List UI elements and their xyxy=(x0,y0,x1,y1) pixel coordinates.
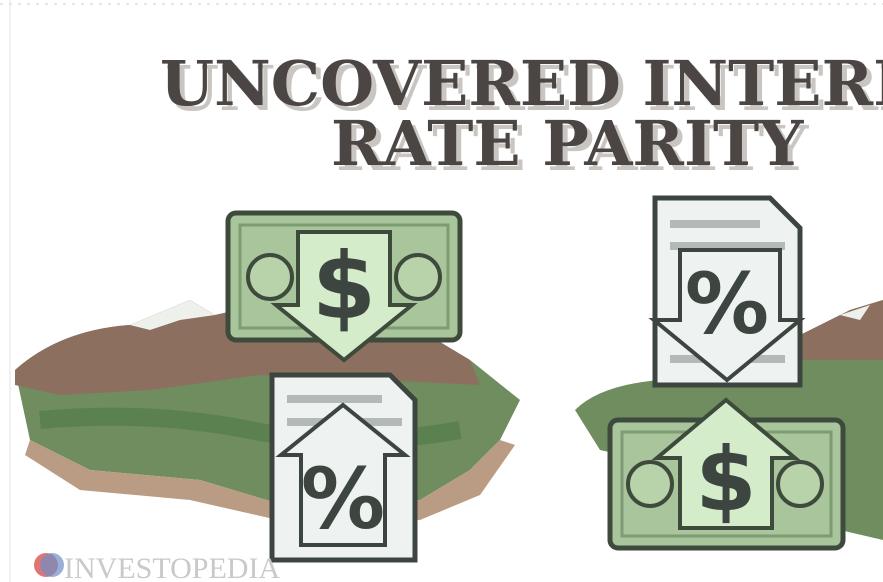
logo-text: INVESTOPEDIA xyxy=(64,552,280,582)
right-document: % xyxy=(654,198,800,385)
document-symbol: % xyxy=(301,450,385,548)
bill-symbol: $ xyxy=(312,233,376,340)
right-bill: $ xyxy=(610,400,843,548)
bill-symbol: $ xyxy=(695,428,756,531)
title-line-2: RATE PARITY xyxy=(331,107,804,180)
logo: INVESTOPEDIA xyxy=(34,552,280,582)
left-bill: $ xyxy=(228,213,460,360)
illustration: UNCOVERED INTERE UNCOVERED INTERE RATE P… xyxy=(0,0,883,582)
document-symbol: % xyxy=(685,255,769,353)
left-document: % xyxy=(272,375,415,560)
